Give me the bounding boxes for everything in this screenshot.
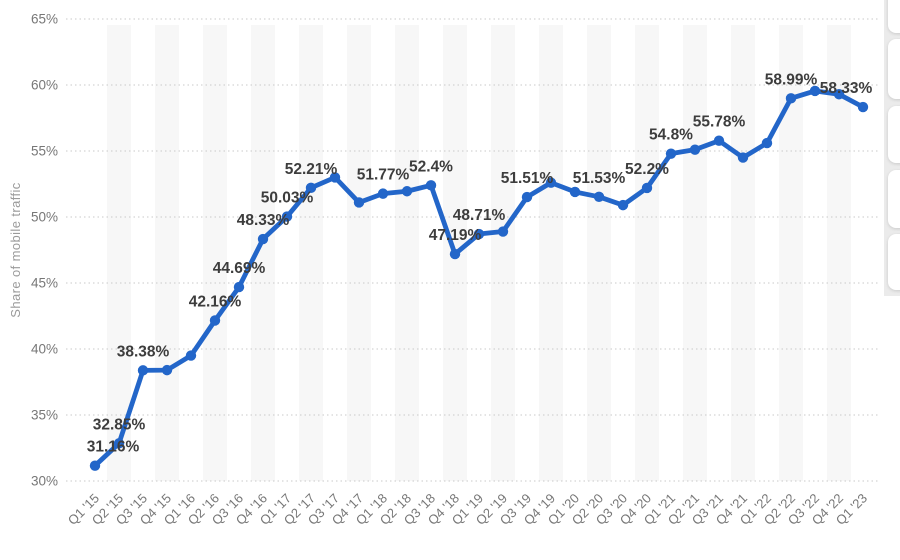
right-edge-card (888, 39, 900, 99)
data-point-label: 51.51% (501, 170, 554, 187)
right-edge-card (888, 106, 900, 163)
y-tick-label: 55% (31, 144, 58, 159)
data-point-label: 52.4% (409, 158, 453, 175)
data-point[interactable] (737, 152, 749, 163)
column-stripe (587, 25, 611, 481)
data-point-label: 48.33% (237, 212, 290, 229)
data-point[interactable] (305, 182, 317, 194)
data-point-label: 50.03% (261, 190, 314, 207)
column-stripe (203, 25, 227, 481)
column-stripe (683, 25, 707, 481)
column-stripe (155, 25, 179, 481)
column-stripe (347, 25, 371, 481)
data-point[interactable] (833, 89, 845, 100)
data-point[interactable] (353, 197, 365, 208)
data-point[interactable] (329, 172, 341, 183)
y-tick-label: 65% (31, 12, 58, 27)
data-point[interactable] (761, 137, 773, 149)
data-point-labels: 31.16% 32.85% 38.38% 42.16% 44.69% 48.33% 50.0… (87, 71, 873, 455)
data-point-label: 32.85% (93, 416, 146, 433)
data-point[interactable] (617, 199, 629, 211)
y-axis-tick-labels: 65% 60% 55% 50% 45% 40% 35% 30% (31, 12, 58, 489)
y-axis-title: Share of mobile traffic (8, 182, 23, 318)
y-tick-label: 40% (31, 342, 58, 357)
y-tick-label: 50% (31, 210, 58, 225)
data-point[interactable] (377, 188, 389, 199)
data-point[interactable] (665, 148, 677, 159)
y-tick-label: 60% (31, 78, 58, 93)
data-point-label: 58.99% (765, 71, 818, 88)
right-edge-card (888, 170, 900, 228)
column-stripe (107, 25, 131, 481)
data-series (89, 85, 869, 471)
data-point[interactable] (809, 85, 821, 97)
data-point[interactable] (233, 281, 245, 293)
data-point-label: 52.2% (625, 161, 669, 178)
data-point[interactable] (593, 191, 605, 203)
column-stripe (395, 25, 419, 481)
right-edge-card (888, 0, 900, 33)
data-point[interactable] (545, 177, 557, 188)
data-point[interactable] (785, 93, 797, 104)
data-point[interactable] (425, 180, 437, 191)
data-point[interactable] (161, 364, 173, 376)
data-point[interactable] (497, 226, 509, 237)
y-tick-label: 35% (31, 408, 58, 423)
column-stripe (299, 25, 323, 481)
y-tick-label: 30% (31, 474, 58, 489)
data-point[interactable] (281, 211, 293, 222)
data-point[interactable] (713, 135, 725, 146)
data-point[interactable] (521, 191, 533, 203)
data-point[interactable] (113, 438, 125, 449)
data-point[interactable] (641, 182, 653, 194)
data-point-label: 42.16% (189, 293, 242, 310)
data-point-label: 55.78% (693, 114, 746, 131)
background-stripes (107, 25, 851, 481)
data-point-label: 38.38% (117, 343, 170, 360)
data-point[interactable] (401, 186, 413, 197)
data-point[interactable] (473, 228, 485, 240)
gridlines (66, 18, 880, 482)
data-point-label: 44.69% (213, 260, 266, 277)
data-point-label: 52.21% (285, 161, 338, 178)
column-stripe (731, 25, 755, 481)
column-stripe (635, 25, 659, 481)
data-point[interactable] (137, 365, 149, 376)
data-point[interactable] (209, 315, 221, 326)
y-tick-label: 45% (31, 276, 58, 291)
data-point-label: 58.33% (820, 80, 873, 97)
data-point[interactable] (857, 101, 869, 113)
column-stripe (539, 25, 563, 481)
data-point[interactable] (569, 186, 581, 198)
data-point-label: 54.8% (649, 127, 693, 144)
data-point-label: 51.77% (357, 167, 410, 184)
data-point-label: 47.19% (429, 227, 482, 244)
data-point-label: 51.53% (573, 170, 626, 187)
data-point-label: 31.16% (87, 439, 140, 456)
column-stripe (491, 25, 515, 481)
data-point[interactable] (185, 350, 197, 361)
data-point-label: 48.71% (453, 207, 506, 224)
right-edge-card (888, 234, 900, 290)
data-point[interactable] (449, 248, 461, 260)
right-edge-panel (884, 0, 900, 296)
data-point[interactable] (89, 460, 101, 471)
data-point[interactable] (257, 233, 269, 245)
data-point[interactable] (689, 144, 701, 155)
